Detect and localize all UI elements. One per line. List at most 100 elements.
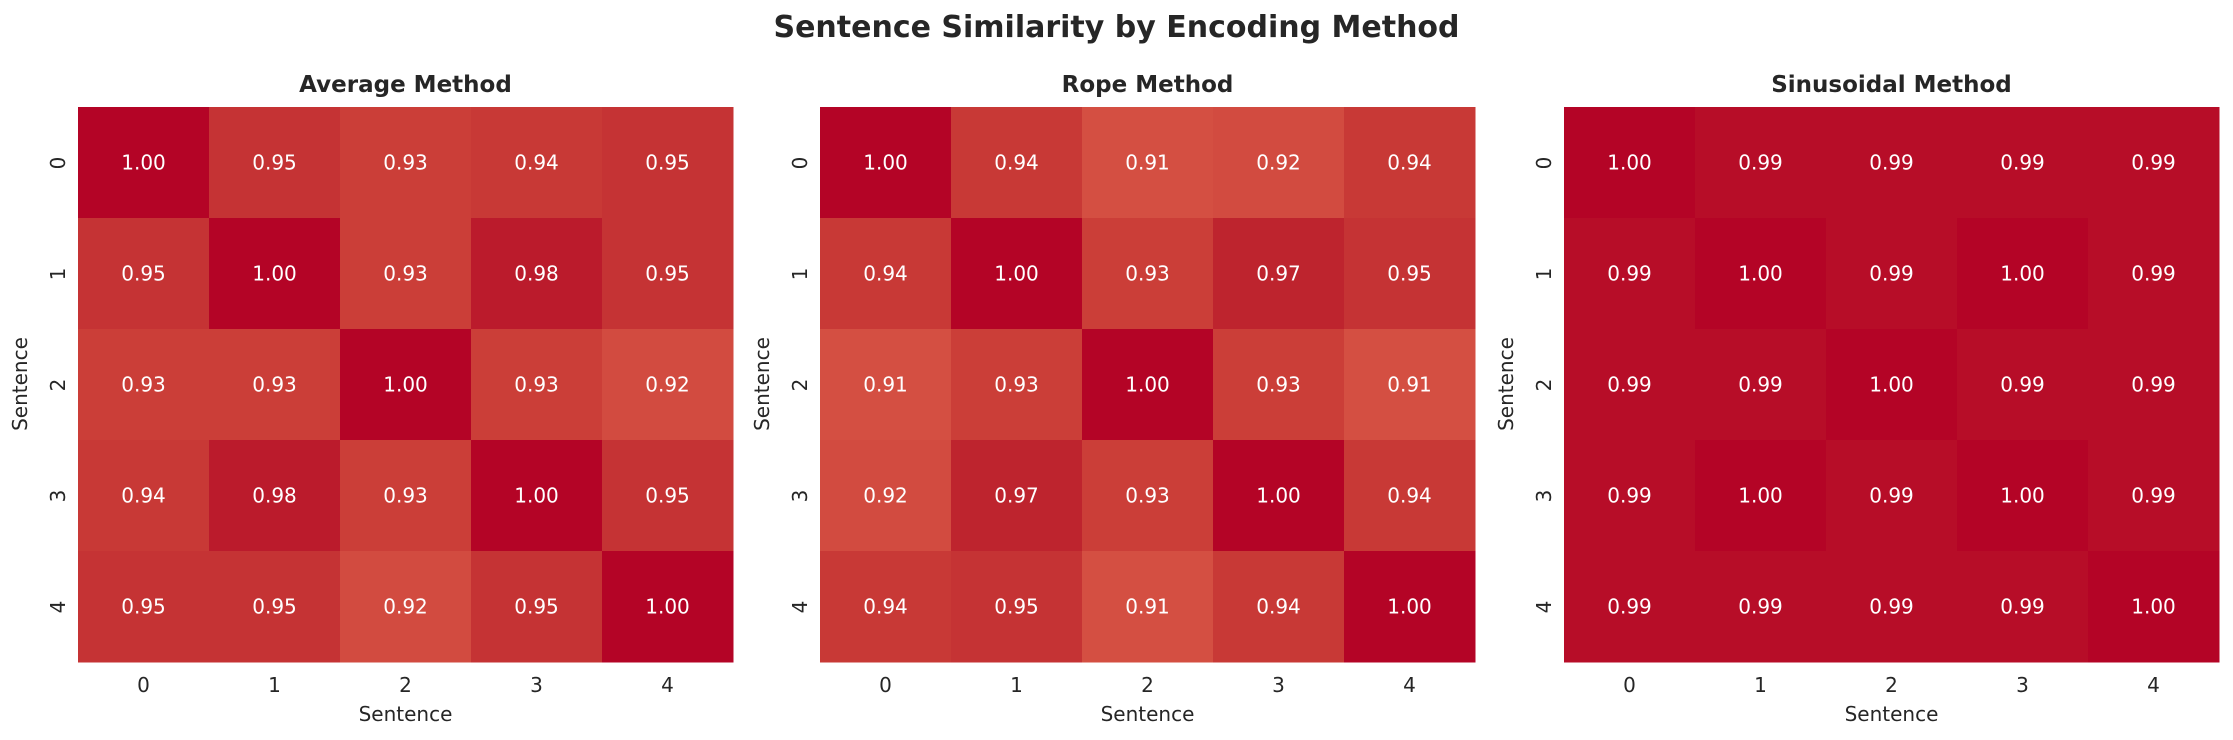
cell-annotation: 0.94: [514, 151, 559, 175]
heatmap: 1.00 0.95 0.93 0.94 0.95 0.95 1.00 0.93 0.98 0.95…: [78, 107, 734, 663]
heatmap-cell: [820, 218, 952, 330]
cell-annotation: 0.95: [252, 151, 297, 175]
heatmap-cell: [209, 440, 341, 552]
heatmap-cell: [1344, 107, 1476, 219]
heatmap-cell: [1564, 107, 1696, 219]
heatmap-cell: [1826, 440, 1958, 552]
cell-annotation: 0.91: [1125, 151, 1170, 175]
heatmap-cell: [78, 329, 210, 441]
heatmap-cell: [1082, 329, 1214, 441]
x-tick-label: 1: [1754, 673, 1767, 697]
x-tick-label: 3: [1272, 673, 1285, 697]
cell-annotation: 0.94: [863, 595, 908, 619]
heatmap-cell: [1695, 551, 1827, 663]
cell-annotation: 0.93: [121, 373, 166, 397]
heatmap-cell: [951, 107, 1083, 219]
y-tick-label: 1: [46, 267, 70, 280]
heatmap: 1.00 0.99 0.99 0.99 0.99 0.99 1.00 0.99 1.00 0.99…: [1564, 107, 2220, 663]
y-tick-label: 1: [788, 267, 812, 280]
cell-annotation: 0.99: [1738, 595, 1783, 619]
heatmap-cell: [2088, 218, 2220, 330]
heatmap-panel-2: Sinusoidal Method 1.00 0.99 0.99 0.99 0.99 0.9…: [1494, 0, 2220, 740]
heatmap-cell: [820, 329, 952, 441]
cell-annotation: 1.00: [1125, 373, 1170, 397]
cell-annotation: 0.92: [1256, 151, 1301, 175]
cell-annotation: 0.91: [1125, 595, 1170, 619]
heatmap-cell: [1213, 218, 1345, 330]
cell-annotation: 0.99: [1607, 373, 1652, 397]
x-tick-label: 1: [268, 673, 281, 697]
cell-annotation: 0.95: [121, 595, 166, 619]
cell-annotation: 1.00: [1256, 484, 1301, 508]
heatmap-cell: [1695, 218, 1827, 330]
heatmap-cell: [1695, 440, 1827, 552]
cell-annotation: 0.99: [1607, 484, 1652, 508]
subplot-title: Rope Method: [1061, 72, 1234, 98]
heatmap-cell: [1957, 218, 2089, 330]
heatmap-cell: [1082, 440, 1214, 552]
heatmap: 1.00 0.94 0.91 0.92 0.94 0.94 1.00 0.93 0.97 0.95…: [820, 107, 1476, 663]
y-tick-label: 0: [46, 156, 70, 169]
heatmap-cell: [1344, 218, 1476, 330]
heatmap-cell: [209, 329, 341, 441]
cell-annotation: 1.00: [252, 262, 297, 286]
heatmap-cell: [209, 551, 341, 663]
heatmap-cell: [2088, 551, 2220, 663]
cell-annotation: 0.99: [2000, 595, 2045, 619]
cell-annotation: 0.98: [252, 484, 297, 508]
cell-annotation: 0.99: [1869, 595, 1914, 619]
cell-annotation: 1.00: [1738, 262, 1783, 286]
heatmap-cell: [1213, 440, 1345, 552]
cell-annotation: 0.99: [2131, 373, 2176, 397]
cell-annotation: 0.98: [514, 262, 559, 286]
cell-annotation: 0.95: [645, 151, 690, 175]
heatmap-cell: [78, 440, 210, 552]
cell-annotation: 1.00: [2000, 484, 2045, 508]
x-tick-label: 0: [879, 673, 892, 697]
heatmap-cell: [471, 218, 603, 330]
heatmap-cell: [2088, 329, 2220, 441]
heatmap-cell: [602, 218, 734, 330]
cell-annotation: 0.91: [863, 373, 908, 397]
cell-annotation: 0.92: [645, 373, 690, 397]
heatmap-cell: [209, 218, 341, 330]
y-tick-label: 0: [788, 156, 812, 169]
cell-annotation: 0.99: [1869, 484, 1914, 508]
heatmap-cell: [951, 329, 1083, 441]
cell-annotation: 0.99: [2131, 151, 2176, 175]
y-tick-label: 3: [788, 489, 812, 502]
x-tick-label: 1: [1010, 673, 1023, 697]
heatmap-cell: [1213, 107, 1345, 219]
cell-annotation: 0.91: [1387, 373, 1432, 397]
x-tick-label: 2: [399, 673, 412, 697]
cell-annotation: 0.99: [1869, 262, 1914, 286]
heatmap-cell: [602, 440, 734, 552]
cell-annotation: 0.95: [252, 595, 297, 619]
cell-annotation: 0.94: [1387, 151, 1432, 175]
y-tick-label: 3: [1532, 489, 1556, 502]
cell-annotation: 0.99: [1738, 373, 1783, 397]
heatmap-cell: [602, 329, 734, 441]
heatmap-cell: [1344, 440, 1476, 552]
y-axis-label: Sentence: [1494, 337, 1518, 431]
cell-annotation: 1.00: [2131, 595, 2176, 619]
y-tick-label: 4: [1532, 600, 1556, 613]
cell-annotation: 0.94: [1256, 595, 1301, 619]
heatmap-cell: [1082, 218, 1214, 330]
cell-annotation: 0.95: [994, 595, 1039, 619]
heatmap-panel-1: Rope Method 1.00 0.94 0.91 0.92 0.94 0.94 1.00 0…: [750, 0, 1476, 740]
cell-annotation: 0.92: [863, 484, 908, 508]
x-tick-label: 4: [1403, 673, 1416, 697]
x-tick-label: 4: [661, 673, 674, 697]
heatmap-cell: [1564, 551, 1696, 663]
cell-annotation: 0.93: [1256, 373, 1301, 397]
cell-annotation: 1.00: [645, 595, 690, 619]
heatmap-cell: [340, 440, 472, 552]
cell-annotation: 1.00: [1387, 595, 1432, 619]
heatmap-cell: [1826, 329, 1958, 441]
figure-title: Sentence Similarity by Encoding Method: [773, 10, 1460, 45]
x-tick-label: 3: [530, 673, 543, 697]
x-tick-label: 2: [1141, 673, 1154, 697]
heatmap-cell: [1826, 107, 1958, 219]
